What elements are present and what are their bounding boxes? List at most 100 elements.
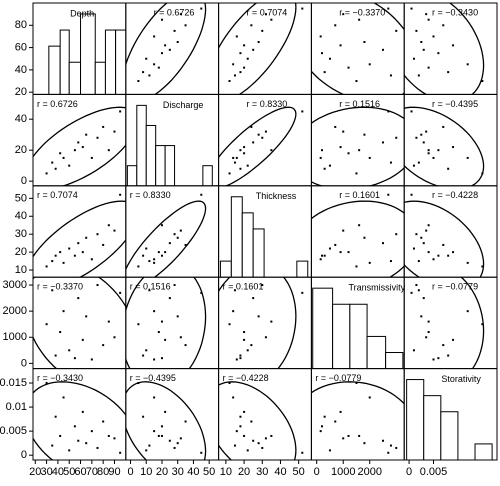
scatter-point bbox=[328, 57, 331, 60]
scatter-point bbox=[68, 349, 71, 352]
scatter-point bbox=[252, 439, 255, 442]
scatter-point bbox=[228, 172, 231, 175]
scatter-point bbox=[77, 242, 80, 245]
scatter-point bbox=[142, 254, 145, 257]
scatter-point bbox=[107, 149, 110, 152]
scatter-point bbox=[228, 80, 231, 83]
scatter-point bbox=[339, 146, 342, 149]
scatter-point bbox=[233, 74, 236, 77]
scatter-point bbox=[466, 156, 469, 159]
scatter-point bbox=[442, 125, 445, 128]
scatter-point bbox=[425, 13, 428, 16]
scatter-point bbox=[107, 434, 110, 437]
correlation-ellipse bbox=[218, 106, 297, 186]
scatter-point bbox=[233, 161, 236, 164]
panel bbox=[33, 277, 126, 369]
scatter-point bbox=[425, 229, 428, 232]
scatter-point bbox=[328, 449, 331, 452]
correlation-ellipse bbox=[311, 106, 405, 186]
scatter-point bbox=[168, 242, 171, 245]
histogram-bar bbox=[136, 104, 147, 186]
scatter-point bbox=[415, 284, 418, 287]
scatter-point bbox=[246, 57, 249, 60]
y-tick-label: 40 bbox=[15, 64, 27, 76]
panel bbox=[218, 381, 304, 461]
scatter-point bbox=[153, 35, 156, 38]
histogram-bar bbox=[202, 165, 213, 186]
scatter-point bbox=[102, 344, 105, 347]
scatter-point bbox=[62, 310, 65, 313]
scatter-point bbox=[321, 52, 324, 55]
correlation-label: r = −0.3370 bbox=[37, 282, 83, 292]
scatter-point bbox=[81, 338, 84, 341]
x-tick-label: 0 bbox=[314, 466, 320, 478]
correlation-label: r = 0.7074 bbox=[246, 7, 287, 17]
scatter-point bbox=[261, 136, 264, 139]
x-tick-label: 20 bbox=[156, 466, 168, 478]
scatter-point bbox=[389, 161, 392, 164]
scatter-point bbox=[412, 57, 415, 60]
histogram-bar bbox=[252, 228, 265, 278]
scatter-point bbox=[447, 254, 450, 257]
histogram-bar bbox=[423, 395, 442, 461]
scatter-point bbox=[323, 167, 326, 170]
x-tick-label: 2000 bbox=[357, 466, 381, 478]
scatter-point bbox=[45, 323, 48, 326]
scatter-point bbox=[264, 13, 267, 16]
correlation-label: r = −0.0779 bbox=[432, 282, 478, 292]
scatter-point bbox=[73, 357, 76, 360]
scatter-point bbox=[387, 451, 390, 454]
scatter-point bbox=[51, 289, 54, 292]
scatter-point bbox=[347, 434, 350, 437]
scatter-point bbox=[81, 146, 84, 149]
y-tick-label: 2000 bbox=[3, 305, 27, 317]
scatter-point bbox=[270, 434, 273, 437]
histogram-bar bbox=[296, 260, 309, 278]
scatter-point bbox=[321, 149, 324, 152]
scatter-point bbox=[427, 320, 430, 323]
scatter-point bbox=[81, 251, 84, 254]
panel bbox=[218, 277, 304, 369]
histogram-bar bbox=[145, 124, 157, 186]
scatter-point bbox=[107, 224, 110, 227]
scatter-point bbox=[62, 156, 65, 159]
panel bbox=[125, 193, 207, 278]
scatter-point bbox=[334, 24, 337, 27]
correlation-ellipse bbox=[311, 381, 405, 405]
y-tick-label: 3000 bbox=[3, 279, 27, 291]
scatter-point bbox=[442, 243, 445, 246]
scatter-point bbox=[261, 29, 264, 32]
scatter-point bbox=[157, 66, 160, 69]
scatter-point bbox=[168, 297, 171, 300]
scatter-point bbox=[179, 229, 182, 232]
scatter-point bbox=[96, 136, 99, 139]
scatter-point bbox=[301, 7, 304, 10]
scatter-point bbox=[334, 125, 337, 128]
correlation-ellipse bbox=[125, 3, 207, 95]
scatter-point bbox=[246, 449, 249, 452]
scatter-point bbox=[437, 149, 440, 152]
scatter-point bbox=[395, 446, 398, 449]
scatter-point bbox=[142, 71, 145, 74]
panel bbox=[125, 277, 207, 369]
y-tick-label: 0 bbox=[21, 449, 27, 461]
y-tick-label: 0.01 bbox=[6, 401, 27, 413]
scatter-point bbox=[363, 41, 366, 44]
scatter-point bbox=[257, 442, 260, 445]
scatter-point bbox=[243, 410, 246, 413]
scatter-point bbox=[328, 247, 331, 250]
scatter-point bbox=[410, 291, 413, 294]
scatter-point bbox=[339, 410, 342, 413]
scatter-point bbox=[246, 164, 249, 167]
scatter-point bbox=[432, 258, 435, 261]
panel bbox=[33, 106, 126, 186]
x-tick-label: 0 bbox=[127, 466, 133, 478]
scatter-point bbox=[153, 396, 156, 399]
x-tick-label: 30 bbox=[256, 466, 268, 478]
variable-name: Discharge bbox=[163, 100, 204, 110]
y-tick-label: 40 bbox=[15, 210, 27, 222]
scatter-point bbox=[425, 336, 428, 339]
histogram-bar bbox=[164, 145, 176, 186]
scatter-point bbox=[347, 251, 350, 254]
x-tick-label: 40 bbox=[274, 466, 286, 478]
